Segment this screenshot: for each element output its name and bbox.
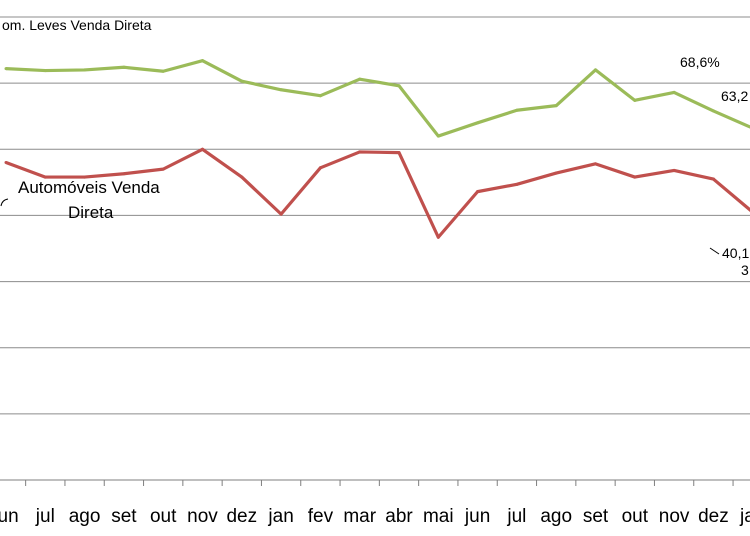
x-tick-label: fev xyxy=(308,506,334,527)
x-tick-label: jan xyxy=(739,506,750,527)
x-tick-label: set xyxy=(583,506,609,527)
x-tick-label: jun xyxy=(0,506,19,527)
data-point xyxy=(43,69,47,73)
data-point xyxy=(161,69,165,73)
data-label-automoveis-dez: 40,1 xyxy=(722,245,749,261)
data-point xyxy=(240,175,244,179)
series-line-com-leves xyxy=(5,59,750,138)
x-tick-label: dez xyxy=(226,506,257,527)
data-point xyxy=(4,67,8,71)
x-tick-label: ago xyxy=(540,506,572,527)
x-tick-label: jun xyxy=(464,506,490,527)
x-axis-labels: junjulagosetoutnovdezjanfevmarabrmaijunj… xyxy=(0,506,750,527)
data-point xyxy=(515,182,519,186)
data-point xyxy=(358,77,362,81)
x-tick-label: nov xyxy=(187,506,218,527)
x-tick-label: mai xyxy=(423,506,454,527)
data-point xyxy=(436,134,440,138)
data-label-automoveis-dez-leader xyxy=(709,247,720,255)
data-label-com-leves-nov: 68,6% xyxy=(680,54,720,70)
data-point xyxy=(83,175,87,179)
data-point xyxy=(594,162,597,166)
data-point xyxy=(633,175,637,179)
data-point xyxy=(476,190,480,194)
data-point xyxy=(515,108,519,112)
x-tick-label: out xyxy=(150,506,177,527)
data-point xyxy=(201,147,204,151)
data-point xyxy=(436,235,440,239)
x-axis-ticks xyxy=(25,480,734,486)
x-tick-label: nov xyxy=(659,506,690,527)
data-point xyxy=(711,109,715,113)
data-point xyxy=(83,68,87,72)
data-point xyxy=(122,65,126,69)
x-tick-label: dez xyxy=(698,506,729,527)
data-point xyxy=(318,166,322,170)
data-point xyxy=(711,177,715,181)
x-tick-label: ago xyxy=(69,506,101,527)
x-tick-label: mar xyxy=(343,506,376,527)
data-point xyxy=(122,172,126,176)
series-lines xyxy=(4,59,750,239)
x-tick-label: jul xyxy=(35,506,55,527)
series-label-automoveis-leader xyxy=(0,198,9,207)
data-point xyxy=(279,212,283,216)
data-point xyxy=(358,150,362,154)
x-tick-label: jan xyxy=(267,506,293,527)
data-point xyxy=(201,59,204,63)
data-point xyxy=(476,121,480,125)
data-point xyxy=(554,104,558,108)
data-point xyxy=(318,94,322,98)
data-point xyxy=(43,175,47,179)
data-point xyxy=(240,79,244,83)
data-point xyxy=(594,68,597,72)
data-point xyxy=(672,90,676,94)
series-label-com-leves: om. Leves Venda Direta xyxy=(2,17,152,33)
x-tick-label: set xyxy=(111,506,137,527)
data-point xyxy=(161,167,165,171)
series-line-automoveis xyxy=(5,147,750,239)
data-point xyxy=(397,84,401,88)
data-point xyxy=(4,161,8,165)
data-point xyxy=(397,151,401,155)
series-label-automoveis-line2: Direta xyxy=(68,203,114,222)
data-point xyxy=(672,168,676,172)
x-tick-label: out xyxy=(622,506,649,527)
data-point xyxy=(554,171,558,175)
data-point xyxy=(279,88,283,92)
data-point xyxy=(633,98,637,102)
data-label-automoveis-last: 3 xyxy=(741,262,749,278)
x-tick-label: jul xyxy=(506,506,526,527)
x-tick-label: abr xyxy=(385,506,413,527)
data-label-com-leves-last: 63,2 xyxy=(721,88,748,104)
series-label-automoveis-line1: Automóveis Venda xyxy=(18,178,160,197)
